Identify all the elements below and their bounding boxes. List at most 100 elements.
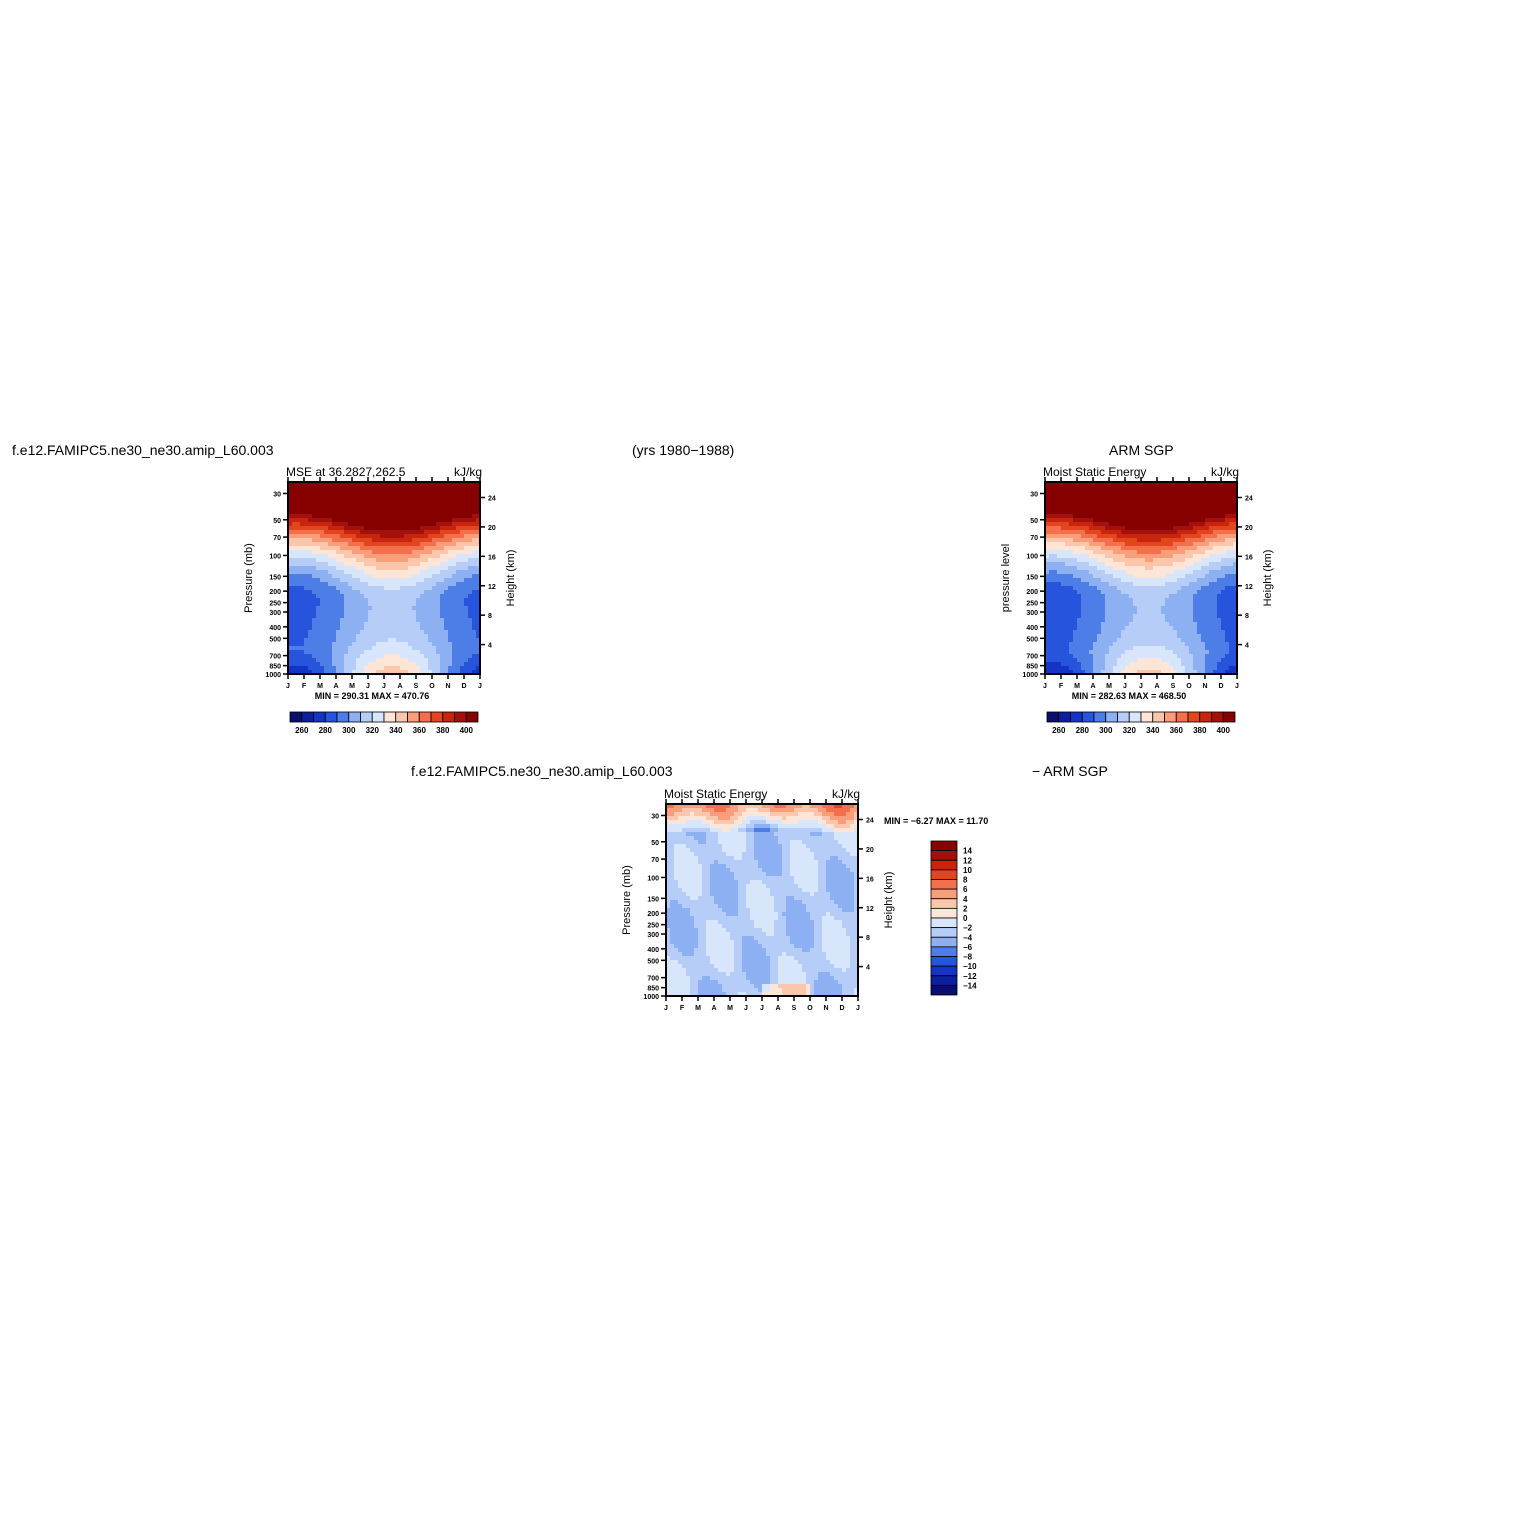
field-cell xyxy=(376,578,381,583)
field-cell xyxy=(1053,618,1058,623)
field-cell xyxy=(754,816,759,821)
field-cell xyxy=(344,634,349,639)
field-cell xyxy=(1093,662,1098,667)
field-cell xyxy=(1193,598,1198,603)
field-cell xyxy=(396,578,401,583)
field-cell xyxy=(292,530,297,535)
field-cell xyxy=(460,650,465,655)
field-cell xyxy=(1121,514,1126,519)
field-cell xyxy=(320,534,325,539)
field-cell xyxy=(1233,546,1238,551)
field-cell xyxy=(308,530,313,535)
field-cell xyxy=(1081,646,1086,651)
field-cell xyxy=(1213,518,1218,523)
field-cell xyxy=(420,506,425,511)
field-cell xyxy=(1141,654,1146,659)
field-cell xyxy=(1221,546,1226,551)
field-cell xyxy=(1045,546,1050,551)
field-cell xyxy=(1117,642,1122,647)
field-cell xyxy=(476,534,481,539)
field-cell xyxy=(1201,562,1206,567)
field-cell xyxy=(288,538,293,543)
field-cell xyxy=(1125,498,1130,503)
field-cell xyxy=(400,490,405,495)
field-cell xyxy=(1161,558,1166,563)
field-cell xyxy=(1181,514,1186,519)
field-cell xyxy=(316,542,321,547)
field-cell xyxy=(376,522,381,527)
field-cell xyxy=(396,582,401,587)
field-cell xyxy=(698,816,703,821)
field-cell xyxy=(312,546,317,551)
field-cell xyxy=(1145,594,1150,599)
field-cell xyxy=(1185,578,1190,583)
field-cell xyxy=(1073,562,1078,567)
field-cell xyxy=(312,662,317,667)
field-cell xyxy=(1197,630,1202,635)
field-cell xyxy=(412,614,417,619)
field-cell xyxy=(1145,518,1150,523)
field-cell xyxy=(1221,562,1226,567)
field-cell xyxy=(340,582,345,587)
field-cell xyxy=(308,638,313,643)
field-cell xyxy=(1201,506,1206,511)
field-cell xyxy=(328,494,333,499)
field-cell xyxy=(1169,494,1174,499)
field-cell xyxy=(1065,506,1070,511)
field-cell xyxy=(762,812,767,817)
field-cell xyxy=(384,494,389,499)
field-cell xyxy=(364,666,369,671)
field-cell xyxy=(388,658,393,663)
field-cell xyxy=(348,570,353,575)
field-cell xyxy=(1081,638,1086,643)
field-cell xyxy=(336,642,341,647)
field-cell xyxy=(1065,482,1070,487)
field-cell xyxy=(412,530,417,535)
field-cell xyxy=(364,654,369,659)
field-cell xyxy=(1217,514,1222,519)
field-cell xyxy=(320,550,325,555)
field-cell xyxy=(1225,486,1230,491)
field-cell xyxy=(344,590,349,595)
field-cell xyxy=(376,542,381,547)
field-cell xyxy=(1213,494,1218,499)
field-cell xyxy=(1133,614,1138,619)
field-cell xyxy=(328,662,333,667)
field-cell xyxy=(388,546,393,551)
field-cell xyxy=(316,638,321,643)
field-cell xyxy=(376,598,381,603)
field-cell xyxy=(432,586,437,591)
field-cell xyxy=(384,522,389,527)
field-cell xyxy=(1201,482,1206,487)
field-cell xyxy=(344,530,349,535)
field-cell xyxy=(424,622,429,627)
field-cell xyxy=(444,598,449,603)
field-cell xyxy=(340,510,345,515)
field-cell xyxy=(408,498,413,503)
field-cell xyxy=(356,530,361,535)
field-cell xyxy=(1097,658,1102,663)
field-cell xyxy=(1089,654,1094,659)
field-cell xyxy=(336,626,341,631)
field-cell xyxy=(304,626,309,631)
field-cell xyxy=(1109,550,1114,555)
field-cell xyxy=(408,610,413,615)
field-cell xyxy=(404,506,409,511)
field-cell xyxy=(428,506,433,511)
field-cell xyxy=(400,598,405,603)
field-cell xyxy=(320,566,325,571)
field-cell xyxy=(1085,566,1090,571)
field-cell xyxy=(308,558,313,563)
field-cell xyxy=(1125,562,1130,567)
field-cell xyxy=(1089,514,1094,519)
field-cell xyxy=(1165,522,1170,527)
field-cell xyxy=(1177,618,1182,623)
field-cell xyxy=(340,486,345,491)
field-cell xyxy=(332,578,337,583)
field-cell xyxy=(308,630,313,635)
field-cell xyxy=(1125,638,1130,643)
field-cell xyxy=(476,646,481,651)
field-cell xyxy=(1169,654,1174,659)
field-cell xyxy=(826,804,831,809)
field-cell xyxy=(1061,594,1066,599)
